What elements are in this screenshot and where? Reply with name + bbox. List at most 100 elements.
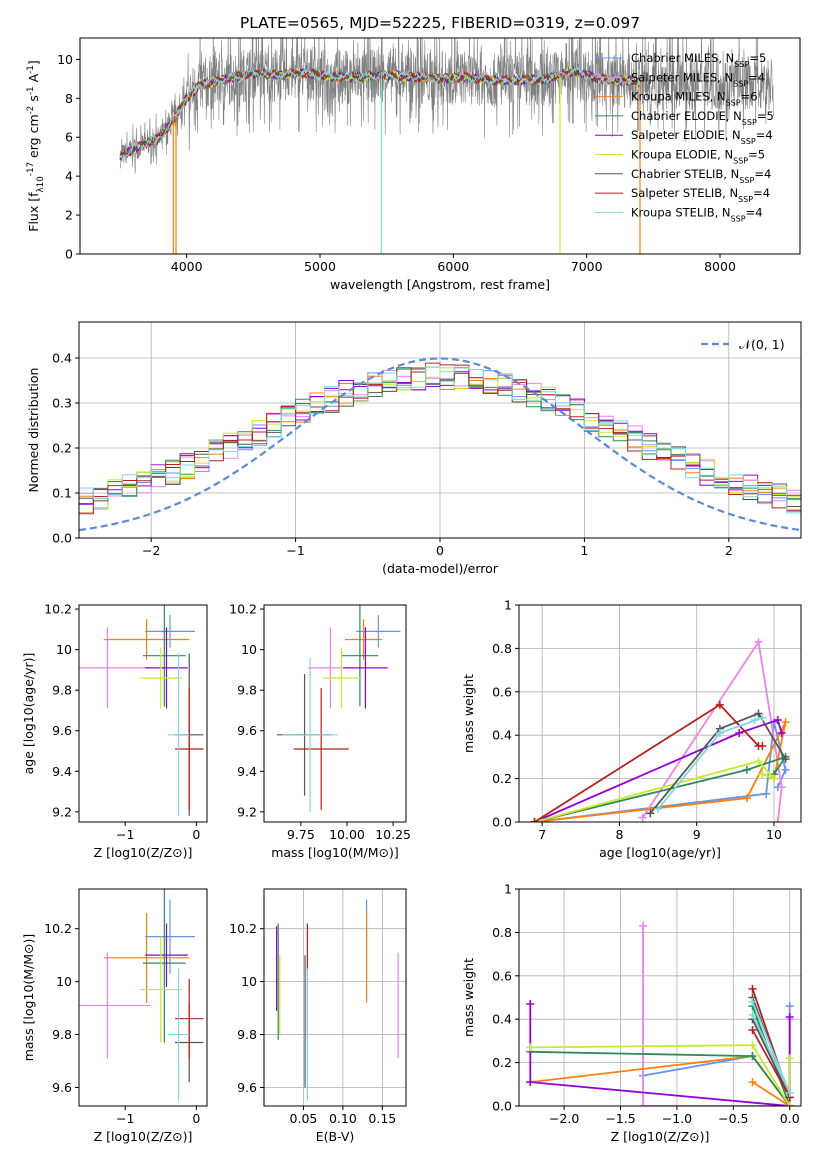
weight-marker-chabrier_miles (781, 765, 790, 774)
y-tick-label: 6 (65, 130, 73, 145)
x-tick-label: 0 (192, 1111, 200, 1126)
x-tick-label: −1.5 (605, 1111, 635, 1126)
weight-marker-kroupa_stelib (758, 713, 767, 722)
y-tick-label: 1 (504, 598, 512, 613)
y-axis-label: mass weight (461, 958, 476, 1037)
y-tick-label: 9.2 (237, 804, 257, 819)
model-line-kroupa_stelib (119, 66, 641, 161)
x-tick-label: 6000 (437, 259, 469, 274)
x-tick-label: −1 (116, 1111, 134, 1126)
y-tick-label: 0.2 (492, 771, 512, 786)
x-tick-label: 0.15 (368, 1111, 396, 1126)
x-tick-label: 0.05 (290, 1111, 318, 1126)
y-tick-label: 10.2 (229, 921, 257, 936)
weight-line-salpeter_miles (641, 639, 783, 822)
y-tick-label: 10.2 (229, 602, 257, 617)
weight-line-kroupa_stelib (751, 1001, 791, 1094)
y-tick-label: 2 (65, 208, 73, 223)
legend-label: Kroupa STELIB, NSSP=4 (631, 205, 763, 223)
legend-label: Chabrier MILES, NSSP=5 (631, 51, 766, 69)
x-tick-label: −0.5 (718, 1111, 748, 1126)
y-tick-label: 9.8 (52, 1027, 72, 1042)
weight-marker-salpeter_elodie (777, 729, 786, 738)
y-tick-label: 0.2 (52, 441, 72, 456)
weight-line-chabrier_elodie (534, 755, 788, 822)
weight-marker-kroupa_stelib (748, 997, 757, 1006)
legend-label: Salpeter STELIB, NSSP=4 (631, 186, 770, 204)
y-tick-label: 4 (65, 169, 73, 184)
weight-marker-salpeter_elodie (785, 1013, 794, 1022)
weight-marker-kroupa_stelib (785, 1088, 794, 1097)
y-tick-label: 10 (241, 974, 257, 989)
x-tick-label: 9.75 (287, 827, 315, 842)
y-tick-label: 10.2 (44, 602, 72, 617)
x-tick-label: 0.10 (329, 1111, 357, 1126)
weight-marker-kroupa_elodie (769, 774, 778, 783)
x-tick-label: 10 (766, 827, 782, 842)
weight-marker-salpeter_stelib (748, 1026, 757, 1035)
weight-marker-salpeter_miles (777, 783, 786, 792)
y-tick-label: 9.4 (237, 764, 257, 779)
weight-marker-salpeter_miles (773, 818, 782, 822)
weight-marker-salpeter_stelib (530, 818, 539, 822)
weight-marker-kroupa_elodie (748, 1041, 757, 1050)
weight-marker-kroupa_stelib (654, 804, 663, 813)
y-tick-label: 0.3 (52, 396, 72, 411)
mass-vs-metallicity-panel: −1 0 9.6 9.8 10 10.2 Z [log10(Z/Z⊙)] mass [log1… (21, 888, 208, 1144)
x-tick-label: 0 (436, 543, 444, 558)
y-axis-label: age [log10(age/yr)] (21, 653, 36, 775)
weight-line-kroupa_miles (530, 1055, 791, 1106)
x-axis-label: Z [log10(Z/Z⊙)] (94, 1129, 193, 1144)
normal-curve (79, 357, 801, 532)
y-axis-label: Flux [fλ10-17 erg cm-2 s-1 A-1] (26, 60, 46, 232)
x-tick-label: 7000 (571, 259, 603, 274)
weight-marker-salpeter_stelib (758, 742, 767, 751)
legend-label: Kroupa MILES, NSSP=6 (631, 90, 758, 108)
axes-frame (78, 604, 208, 823)
weight-marker-chabrier_stelib (754, 709, 763, 718)
weight-line-kroupa_stelib (657, 716, 763, 810)
legend-label: Salpeter ELODIE, NSSP=4 (631, 128, 773, 146)
y-tick-label: 10 (57, 52, 73, 67)
legend-label: 𝒩(0, 1) (739, 337, 785, 352)
weight-marker-salpeter_stelib (715, 700, 724, 709)
x-axis-label: wavelength [Angstrom, rest frame] (330, 277, 550, 292)
y-tick-label: 0.4 (52, 351, 72, 366)
x-axis-label: (data-model)/error (382, 561, 499, 576)
weight-marker-chabrier_miles (762, 789, 771, 798)
weight-line-salpeter_miles (642, 925, 791, 1106)
x-tick-label: 0.0 (780, 1111, 800, 1126)
y-tick-label: 9.6 (52, 723, 72, 738)
weight-line-chabrier_stelib (649, 712, 787, 814)
y-axis-label: mass [log10(M/M⊙)] (21, 934, 36, 1062)
x-axis-label: Z [log10(Z/Z⊙)] (94, 845, 193, 860)
y-tick-label: 9.8 (237, 1027, 257, 1042)
weight-marker-chabrier_elodie (748, 1052, 757, 1061)
y-tick-label: 1 (504, 882, 512, 897)
x-tick-label: 5000 (304, 259, 336, 274)
y-tick-label: 0.6 (492, 684, 512, 699)
weight-marker-kroupa_stelib (748, 1010, 757, 1019)
y-tick-label: 0.0 (492, 815, 512, 830)
legend-label: Chabrier ELODIE, NSSP=5 (631, 109, 774, 127)
x-tick-label: 8 (615, 827, 623, 842)
weight-marker-kroupa_stelib (750, 716, 759, 725)
weight-marker-kroupa_elodie (785, 1102, 794, 1106)
model-line-chabrier_miles (119, 67, 641, 157)
x-tick-label: 1 (580, 543, 588, 558)
y-axis-label: Normed distribution (26, 368, 41, 493)
weight-marker-kroupa_miles (781, 718, 790, 727)
y-tick-label: 0.0 (52, 531, 72, 546)
y-tick-label: 9.6 (237, 723, 257, 738)
legend-label: Chabrier STELIB, NSSP=4 (631, 167, 771, 185)
age-vs-metallicity-panel: −1 0 9.2 9.4 9.6 9.8 10 10.2 Z [log10(Z/Z⊙)] age … (21, 602, 208, 860)
x-axis-label: Z [log10(Z/Z⊙)] (611, 1129, 710, 1144)
axes-frame (518, 604, 802, 823)
weight-vs-metallicity-panel: −2.0 −1.5 −1.0 −0.5 0.0 0.0 0.2 0.4 0.6 0.8 1 Z [lo… (461, 882, 802, 1144)
x-tick-label: 10.00 (329, 827, 365, 842)
weight-marker-salpeter_miles (754, 637, 763, 646)
y-tick-label: 0.8 (492, 925, 512, 940)
weight-line-salpeter_stelib (534, 703, 763, 822)
